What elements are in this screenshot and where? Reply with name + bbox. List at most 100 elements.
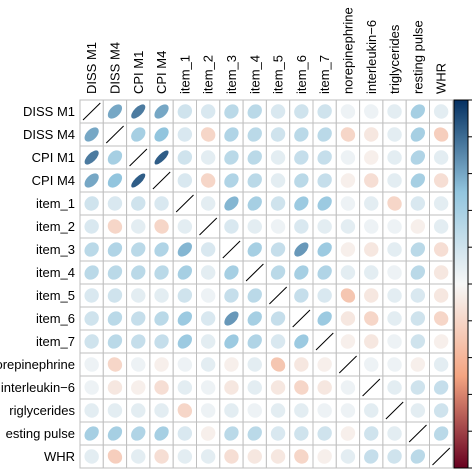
correlation-ellipse: [364, 196, 379, 211]
correlation-ellipse: [177, 334, 192, 349]
row-tick-label: item_4: [36, 265, 75, 280]
correlation-ellipse: [224, 403, 239, 418]
row-tick-label: WHR: [44, 449, 75, 464]
column-tick-label: item_6: [294, 55, 309, 94]
correlation-ellipse: [247, 104, 262, 119]
correlation-ellipse: [107, 219, 123, 234]
correlation-ellipse: [433, 196, 449, 211]
row-tick-label: orepinephrine: [0, 357, 75, 372]
correlation-ellipse: [107, 426, 123, 441]
correlation-ellipse: [154, 334, 169, 349]
correlation-ellipse: [200, 311, 216, 326]
diagonal-mark: [315, 332, 334, 351]
correlation-ellipse: [84, 403, 99, 418]
correlation-ellipse: [410, 242, 426, 257]
row-tick-label: item_1: [36, 196, 75, 211]
correlation-ellipse: [247, 449, 262, 464]
correlation-ellipse: [177, 265, 192, 280]
correlation-ellipse: [364, 104, 379, 119]
correlation-ellipse: [131, 265, 146, 280]
correlation-ellipse: [224, 196, 239, 211]
correlation-ellipse: [84, 426, 99, 441]
correlation-ellipse: [177, 311, 192, 326]
correlation-ellipse: [387, 127, 402, 142]
correlation-ellipse: [200, 173, 216, 188]
correlation-ellipse: [154, 196, 169, 211]
correlation-ellipse: [364, 449, 379, 464]
correlation-ellipse: [107, 357, 123, 372]
correlation-ellipse: [84, 265, 99, 280]
correlation-ellipse: [364, 311, 379, 326]
diagonal-mark: [432, 447, 451, 466]
correlation-ellipse: [410, 311, 426, 326]
correlation-ellipse: [410, 196, 426, 211]
diagonal-mark: [362, 378, 381, 397]
correlation-ellipse: [387, 380, 402, 395]
correlation-ellipse: [364, 334, 379, 349]
correlation-ellipse: [84, 173, 99, 188]
diagonal-mark: [245, 263, 264, 282]
correlation-ellipse: [131, 426, 146, 441]
correlation-ellipse: [433, 380, 449, 395]
correlation-ellipse: [340, 380, 356, 395]
correlation-ellipse: [294, 127, 309, 142]
correlation-ellipse: [294, 173, 309, 188]
row-tick-label: DISS M1: [23, 104, 75, 119]
correlation-ellipse: [200, 265, 216, 280]
correlation-ellipse: [410, 219, 426, 234]
correlation-ellipse: [131, 219, 146, 234]
column-tick-label: DISS M4: [107, 42, 122, 94]
correlation-ellipse: [364, 357, 379, 372]
column-tick-label: item_5: [271, 55, 286, 94]
correlation-ellipse: [247, 196, 262, 211]
correlation-ellipse: [317, 265, 332, 280]
correlation-ellipse: [410, 104, 425, 119]
correlation-ellipse: [154, 127, 169, 142]
correlation-ellipse: [317, 449, 332, 464]
correlation-ellipse: [387, 311, 402, 326]
correlation-ellipse: [294, 380, 309, 395]
correlation-ellipse: [107, 242, 123, 257]
correlation-ellipse: [107, 449, 123, 464]
correlation-ellipse: [131, 334, 146, 349]
correlation-ellipse: [410, 150, 426, 165]
correlation-ellipse: [131, 104, 146, 119]
correlation-ellipse: [294, 403, 309, 418]
correlation-ellipse: [387, 265, 402, 280]
correlation-ellipse: [131, 357, 146, 372]
correlation-ellipse: [131, 380, 146, 395]
correlation-ellipse: [340, 173, 356, 188]
correlation-ellipse: [364, 219, 379, 234]
correlation-ellipse: [387, 426, 402, 441]
correlation-ellipse: [200, 242, 216, 257]
correlation-ellipse: [154, 150, 169, 165]
correlation-ellipse: [107, 334, 123, 349]
correlation-ellipse: [224, 265, 239, 280]
correlation-ellipse: [224, 334, 239, 349]
correlation-ellipse: [410, 173, 425, 188]
correlation-ellipse: [154, 357, 169, 372]
correlation-ellipse: [317, 288, 332, 303]
correlation-ellipse: [270, 196, 286, 211]
diagonal-mark: [408, 424, 427, 443]
correlation-ellipse: [200, 449, 216, 464]
correlation-ellipse: [317, 426, 332, 441]
column-tick-label: norepinephrine: [340, 7, 355, 94]
correlation-ellipse: [84, 196, 99, 211]
correlation-ellipse: [247, 127, 262, 142]
correlation-ellipse: [364, 265, 379, 280]
correlation-ellipse: [364, 173, 379, 188]
correlation-ellipse: [433, 127, 449, 142]
correlation-ellipse: [154, 242, 169, 257]
correlation-ellipse: [154, 288, 169, 303]
diagonal-mark: [269, 286, 288, 305]
correlation-ellipse: [224, 127, 239, 142]
correlation-ellipse: [317, 127, 332, 142]
correlation-ellipse: [410, 334, 426, 349]
correlation-ellipse: [410, 265, 426, 280]
diagonal-mark: [222, 240, 241, 259]
correlation-ellipse: [433, 173, 449, 188]
correlation-ellipse: [270, 311, 286, 326]
row-tick-label: DISS M4: [23, 127, 75, 142]
